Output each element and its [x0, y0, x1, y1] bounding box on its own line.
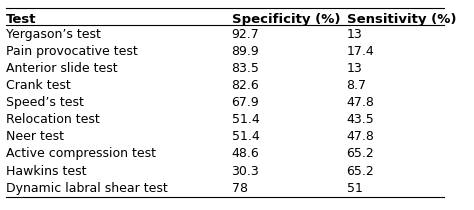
Text: Crank test: Crank test — [6, 79, 71, 92]
Text: Speed’s test: Speed’s test — [6, 96, 84, 109]
Text: 51.4: 51.4 — [231, 113, 259, 126]
Text: Hawkins test: Hawkins test — [6, 165, 86, 178]
Text: 48.6: 48.6 — [231, 147, 259, 160]
Text: 43.5: 43.5 — [346, 113, 374, 126]
Text: Relocation test: Relocation test — [6, 113, 100, 126]
Text: 13: 13 — [346, 62, 362, 75]
Text: Neer test: Neer test — [6, 130, 64, 143]
Text: Pain provocative test: Pain provocative test — [6, 45, 137, 58]
Text: 17.4: 17.4 — [346, 45, 374, 58]
Text: 83.5: 83.5 — [231, 62, 259, 75]
Text: Yergason’s test: Yergason’s test — [6, 28, 100, 41]
Text: 82.6: 82.6 — [231, 79, 259, 92]
Text: Active compression test: Active compression test — [6, 147, 156, 160]
Text: 47.8: 47.8 — [346, 130, 374, 143]
Text: Specificity (%): Specificity (%) — [231, 13, 340, 26]
Text: 30.3: 30.3 — [231, 165, 259, 178]
Text: 8.7: 8.7 — [346, 79, 366, 92]
Text: 65.2: 65.2 — [346, 165, 374, 178]
Text: Dynamic labral shear test: Dynamic labral shear test — [6, 182, 168, 195]
Text: 92.7: 92.7 — [231, 28, 259, 41]
Text: 89.9: 89.9 — [231, 45, 259, 58]
Text: 13: 13 — [346, 28, 362, 41]
Text: 65.2: 65.2 — [346, 147, 374, 160]
Text: 67.9: 67.9 — [231, 96, 259, 109]
Text: 51.4: 51.4 — [231, 130, 259, 143]
Text: Test: Test — [6, 13, 36, 26]
Text: 47.8: 47.8 — [346, 96, 374, 109]
Text: Anterior slide test: Anterior slide test — [6, 62, 118, 75]
Text: 51: 51 — [346, 182, 363, 195]
Text: 78: 78 — [231, 182, 247, 195]
Text: Sensitivity (%): Sensitivity (%) — [346, 13, 456, 26]
